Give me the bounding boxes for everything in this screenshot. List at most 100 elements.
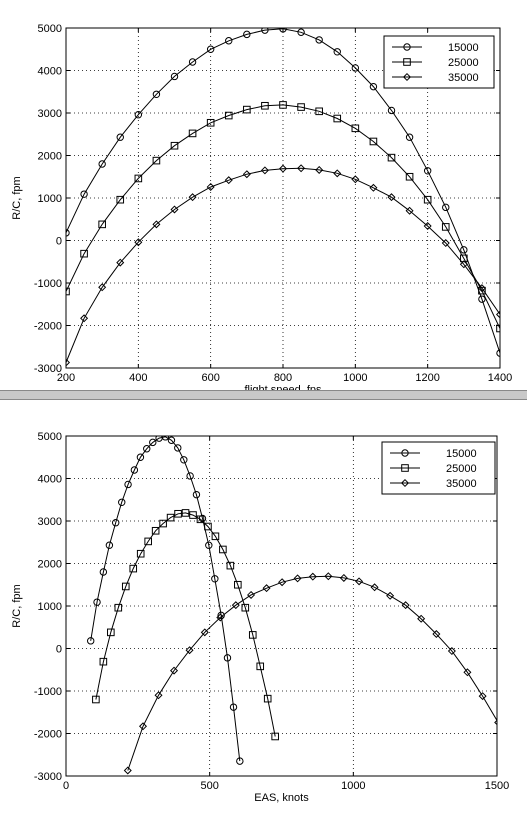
data-point-35000	[297, 164, 306, 173]
data-point-25000	[271, 732, 279, 741]
data-point-15000	[369, 82, 378, 91]
y-axis-label: R/C, fpm	[11, 176, 23, 219]
data-point-15000	[87, 637, 95, 645]
data-point-25000	[116, 195, 125, 204]
data-point-25000	[166, 513, 175, 522]
legend: 15000 25000 35000	[383, 35, 495, 89]
data-point-35000	[293, 574, 302, 583]
data-point-25000	[159, 519, 167, 528]
data-point-35000	[405, 206, 414, 215]
data-point-15000	[460, 246, 468, 254]
data-point-35000	[154, 691, 163, 700]
data-point-35000	[494, 719, 497, 726]
data-point-25000	[219, 545, 227, 554]
data-point-25000	[297, 103, 305, 111]
data-point-15000	[351, 64, 360, 72]
x-tick-label: 800	[274, 372, 292, 384]
x-tick-label: 600	[201, 372, 219, 384]
data-point-15000	[442, 203, 450, 212]
data-point-35000	[206, 182, 215, 191]
data-point-35000	[247, 590, 256, 599]
data-point-25000	[196, 515, 205, 524]
tick-labels: 200 400 600 800 1000 1200 1400 -3000 -2000 -1000 0…	[34, 23, 512, 384]
data-point-35000	[231, 601, 240, 610]
data-point-25000	[423, 195, 432, 204]
x-tick-label: 200	[57, 372, 75, 384]
legend-marker-35000	[400, 478, 410, 488]
legend-marker-15000	[401, 449, 409, 457]
data-point-15000	[225, 37, 233, 45]
data-point-25000	[188, 129, 197, 138]
data-point-15000	[118, 498, 126, 507]
data-point-35000	[242, 170, 251, 179]
data-point-35000	[477, 284, 486, 293]
series-25000	[66, 101, 500, 333]
x-tick-label: 1000	[341, 780, 365, 792]
legend-label: 25000	[448, 57, 479, 69]
data-point-35000	[478, 692, 487, 701]
data-point-15000	[205, 541, 213, 549]
legend-entry-15000: 15000	[390, 448, 477, 460]
series-group	[87, 436, 497, 775]
top-plot-panel: 200 400 600 800 1000 1200 1400 -3000 -2000 -1000 0…	[0, 0, 527, 396]
y-axis-label: R/C, fpm	[11, 584, 23, 627]
data-point-15000	[315, 36, 323, 44]
data-point-35000	[138, 722, 148, 731]
data-point-35000	[98, 283, 107, 292]
data-point-25000	[387, 153, 396, 162]
data-point-35000	[278, 164, 288, 173]
data-point-35000	[387, 193, 396, 202]
legend-marker-15000	[403, 43, 411, 51]
data-point-35000	[200, 628, 209, 637]
x-tick-label: 500	[200, 780, 218, 792]
data-point-35000	[80, 314, 89, 323]
data-point-35000	[401, 601, 410, 610]
data-point-15000	[167, 436, 176, 444]
x-tick-label: 1000	[343, 372, 367, 384]
data-point-25000	[333, 114, 342, 123]
data-point-15000	[387, 106, 396, 115]
data-point-35000	[339, 573, 348, 582]
x-tick-label: 400	[129, 372, 147, 384]
data-point-35000	[447, 647, 456, 656]
data-point-35000	[441, 239, 450, 248]
legend-marker-25000	[403, 58, 411, 66]
data-point-35000	[116, 258, 125, 267]
data-point-25000	[206, 118, 215, 127]
data-point-35000	[333, 169, 342, 178]
data-point-25000	[211, 532, 220, 541]
data-point-25000	[189, 511, 197, 519]
window-divider	[0, 390, 527, 400]
x-tick-label: 0	[63, 780, 69, 792]
data-point-15000	[149, 438, 157, 447]
series-line-35000	[66, 167, 500, 363]
data-point-25000	[152, 156, 161, 165]
data-point-25000	[92, 695, 100, 704]
data-point-25000	[144, 537, 152, 546]
data-point-15000	[152, 90, 161, 99]
y-tick-label: -2000	[34, 729, 62, 741]
data-point-35000	[188, 193, 197, 202]
data-point-15000	[161, 436, 170, 441]
data-point-25000	[134, 174, 143, 183]
data-point-15000	[478, 295, 486, 303]
data-point-15000	[143, 445, 151, 453]
data-point-35000	[324, 572, 333, 581]
y-tick-label: 4000	[38, 66, 62, 78]
data-point-35000	[351, 175, 360, 184]
data-point-15000	[188, 58, 197, 66]
y-tick-label: 4000	[38, 474, 62, 486]
legend-label: 35000	[446, 478, 477, 490]
series-35000	[123, 572, 497, 775]
data-point-35000	[369, 183, 378, 192]
series-line-35000	[127, 575, 497, 771]
x-tick-label: 1200	[415, 372, 439, 384]
legend-entry-35000: 35000	[392, 72, 479, 84]
data-point-35000	[185, 646, 194, 655]
bottom-plot-panel: 0 500 1000 1500 -3000 -2000 -1000 0 1000 2000 3000…	[0, 400, 527, 808]
data-point-35000	[315, 165, 324, 174]
series-35000	[66, 164, 500, 367]
data-point-25000	[441, 223, 450, 231]
data-point-25000	[181, 509, 190, 517]
data-point-35000	[417, 614, 426, 623]
